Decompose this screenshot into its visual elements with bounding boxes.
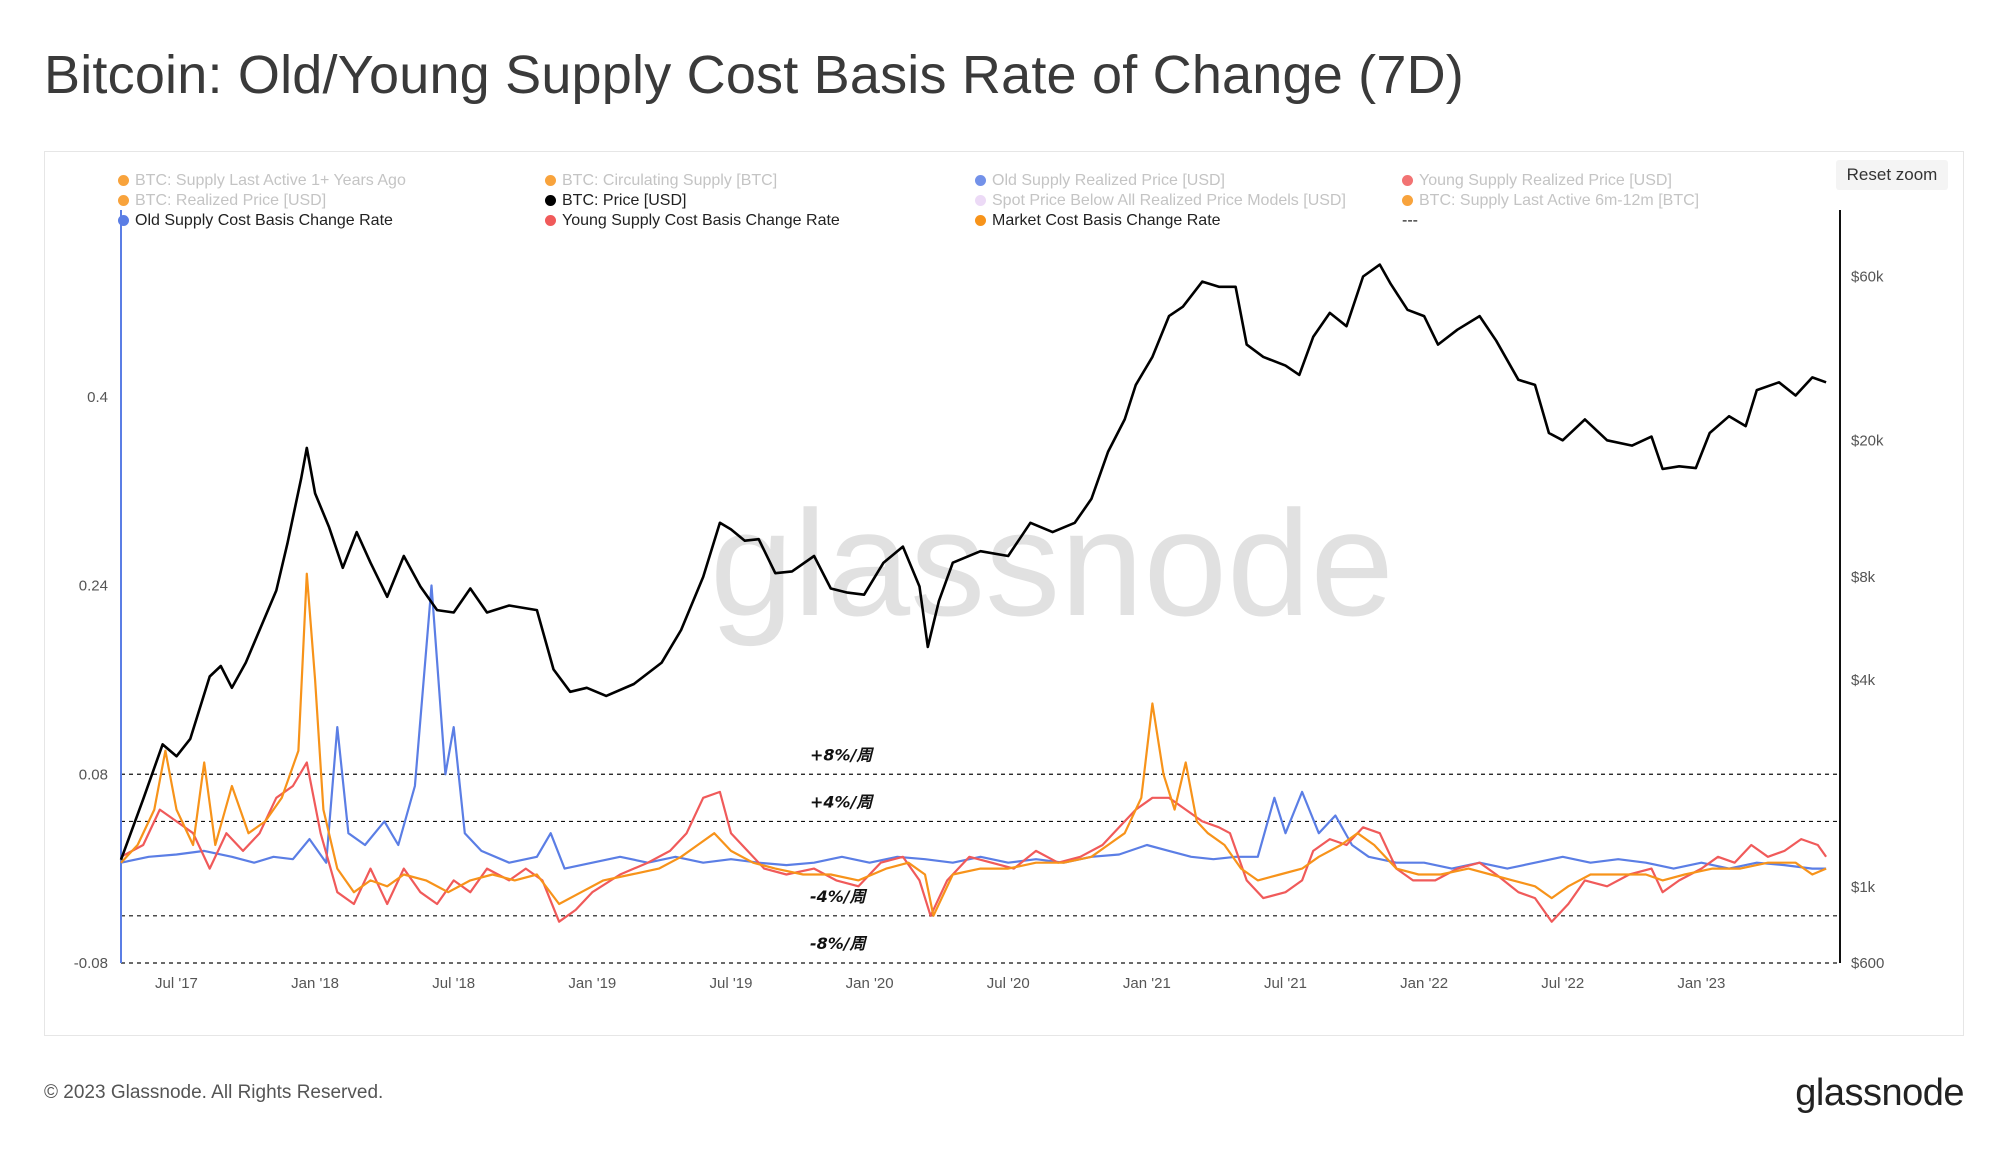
x-axis-tick-label: Jul '17 <box>155 975 198 992</box>
x-axis-tick-label: Jul '18 <box>432 975 475 992</box>
legend-label: BTC: Price [USD] <box>562 192 687 209</box>
legend-label: Spot Price Below All Realized Price Mode… <box>992 192 1346 209</box>
watermark: glassnode <box>710 479 1394 647</box>
x-axis-tick-label: Jan '21 <box>1123 975 1171 992</box>
chart-panel <box>44 151 1964 1036</box>
right-axis-tick-label: $20k <box>1851 432 1884 449</box>
legend-dot-icon <box>975 215 986 226</box>
legend-label: BTC: Realized Price [USD] <box>135 192 327 209</box>
x-axis-tick-label: Jan '23 <box>1677 975 1725 992</box>
legend-dot-icon <box>118 215 129 226</box>
right-axis-tick-label: $600 <box>1851 955 1884 972</box>
legend-dot-icon <box>545 175 556 186</box>
x-axis-tick-label: Jul '21 <box>1264 975 1307 992</box>
reference-label: +4%/周 <box>810 792 874 811</box>
legend-item[interactable]: Market Cost Basis Change Rate <box>975 211 1221 231</box>
legend-item[interactable]: BTC: Supply Last Active 6m-12m [BTC] <box>1402 191 1699 211</box>
x-axis-tick-label: Jan '18 <box>291 975 339 992</box>
legend-label: BTC: Supply Last Active 1+ Years Ago <box>135 172 406 189</box>
series-lines <box>119 263 1827 923</box>
legend-item[interactable]: --- <box>1402 211 1418 231</box>
legend-item[interactable]: BTC: Price [USD] <box>545 191 686 211</box>
right-axis-tick-label: $4k <box>1851 672 1876 689</box>
legend-item[interactable]: BTC: Supply Last Active 1+ Years Ago <box>118 171 406 191</box>
legend-label: BTC: Supply Last Active 6m-12m [BTC] <box>1419 192 1700 209</box>
legend-label: Market Cost Basis Change Rate <box>992 212 1221 229</box>
page-title: Bitcoin: Old/Young Supply Cost Basis Rat… <box>44 45 1464 105</box>
reset-zoom-button[interactable]: Reset zoom <box>1836 160 1948 190</box>
legend-label: Young Supply Cost Basis Change Rate <box>562 212 840 229</box>
right-axis-tick-label: $8k <box>1851 569 1876 586</box>
left-axis-tick-label: 0.08 <box>79 766 108 783</box>
x-axis-tick-label: Jan '22 <box>1400 975 1448 992</box>
legend-item[interactable]: Old Supply Realized Price [USD] <box>975 171 1225 191</box>
legend-dot-icon <box>975 175 986 186</box>
legend-dot-icon <box>118 175 129 186</box>
legend-item[interactable]: BTC: Circulating Supply [BTC] <box>545 171 777 191</box>
copyright-text: © 2023 Glassnode. All Rights Reserved. <box>44 1082 384 1103</box>
legend-label: Old Supply Realized Price [USD] <box>992 172 1225 189</box>
legend-item[interactable]: Old Supply Cost Basis Change Rate <box>118 211 393 231</box>
reference-label: -4%/周 <box>810 887 868 906</box>
x-axis-tick-label: Jan '20 <box>846 975 894 992</box>
legend-item[interactable]: Young Supply Realized Price [USD] <box>1402 171 1672 191</box>
series-young-supply-cost-basis-change-rate <box>120 761 1827 923</box>
x-axis-tick-label: Jul '20 <box>987 975 1030 992</box>
glassnode-logo: glassnode <box>1795 1072 1964 1114</box>
reference-label: -8%/周 <box>810 934 868 953</box>
right-axis-tick-label: $1k <box>1851 879 1876 896</box>
x-axis-tick-label: Jul '19 <box>710 975 753 992</box>
reference-label: +8%/周 <box>810 745 874 764</box>
legend-item[interactable]: Spot Price Below All Realized Price Mode… <box>975 191 1346 211</box>
legend-dot-icon <box>118 195 129 206</box>
legend-dot-icon <box>975 195 986 206</box>
legend-dot-icon <box>1402 195 1413 206</box>
legend-label: --- <box>1402 212 1418 229</box>
right-axis-tick-label: $60k <box>1851 269 1884 286</box>
legend-label: Young Supply Realized Price [USD] <box>1419 172 1672 189</box>
axes: 0.4 0.24 0.08 -0.08 $60k $20k $8k $4k $1k $600 Jul… <box>74 210 1884 992</box>
legend-dot-icon <box>1402 175 1413 186</box>
legend-dot-icon <box>545 195 556 206</box>
series-market-cost-basis-change-rate <box>120 572 1827 917</box>
series-btc-price-usd <box>119 263 1827 861</box>
legend-label: Old Supply Cost Basis Change Rate <box>135 212 393 229</box>
left-axis-tick-label: 0.24 <box>79 578 108 595</box>
legend-item[interactable]: BTC: Realized Price [USD] <box>118 191 326 211</box>
x-axis-tick-label: Jan '19 <box>568 975 616 992</box>
series-old-supply-cost-basis-change-rate <box>120 584 1827 870</box>
legend-dot-icon <box>545 215 556 226</box>
left-axis-tick-label: -0.08 <box>74 955 108 972</box>
legend-item[interactable]: Young Supply Cost Basis Change Rate <box>545 211 840 231</box>
left-axis-tick-label: 0.4 <box>87 389 108 406</box>
legend-label: BTC: Circulating Supply [BTC] <box>562 172 778 189</box>
reference-lines: +8%/周 +4%/周 -4%/周 -8%/周 <box>121 745 1840 964</box>
x-axis-tick-label: Jul '22 <box>1541 975 1584 992</box>
